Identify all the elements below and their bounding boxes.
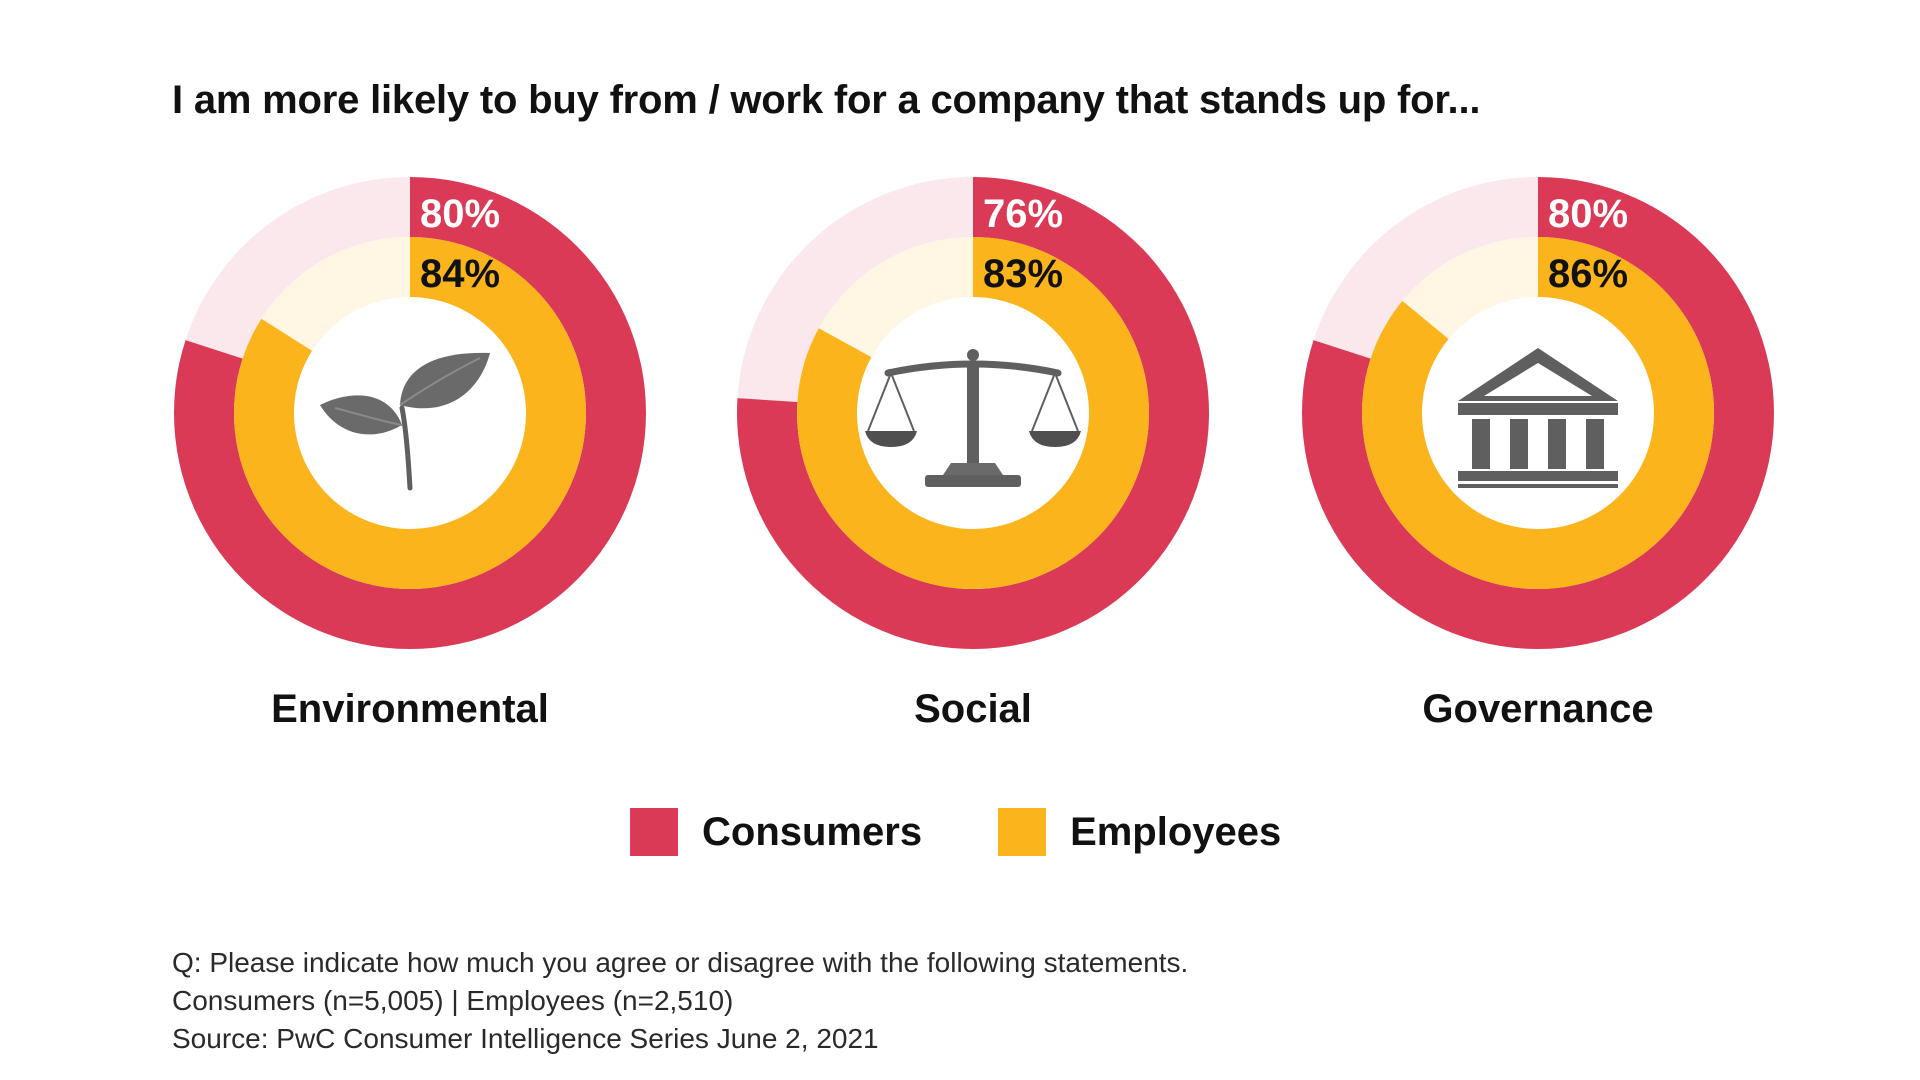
environmental-consumers-remainder-slice (185, 177, 410, 359)
social-consumers-remainder-slice (737, 177, 973, 402)
donut-social: 76% 83% Social (737, 177, 1209, 731)
legend-swatch-employees (998, 808, 1047, 856)
social-consumers-value-label: 76% (983, 192, 1063, 236)
environmental-employees-value-label: 84% (420, 252, 500, 296)
legend-label-employees: Employees (1070, 809, 1282, 854)
governance-consumers-remainder-slice (1313, 177, 1538, 359)
legend-item-employees: Employees (998, 808, 1281, 856)
government-building-icon (1458, 348, 1618, 488)
footnote-source: Source: PwC Consumer Intelligence Series… (172, 1023, 879, 1054)
sprout-icon (320, 353, 490, 488)
footnotes: Q: Please indicate how much you agree or… (172, 944, 1188, 1058)
governance-employees-value-label: 86% (1548, 252, 1628, 296)
footnote-question: Q: Please indicate how much you agree or… (172, 947, 1189, 978)
social-employees-remainder-slice (818, 237, 973, 358)
environmental-consumers-value-label: 80% (420, 192, 500, 236)
footnote-sample: Consumers (n=5,005) | Employees (n=2,510… (172, 985, 734, 1016)
donut-governance: 80% 86% Governance (1302, 177, 1775, 731)
legend-label-consumers: Consumers (702, 809, 923, 854)
category-label-social: Social (914, 687, 1032, 731)
legend-swatch-consumers (630, 808, 678, 856)
social-employees-slice (797, 237, 1149, 590)
governance-consumers-value-label: 80% (1548, 192, 1628, 236)
chart-title: I am more likely to buy from / work for … (172, 78, 1481, 122)
governance-employees-remainder-slice (1402, 237, 1538, 340)
category-label-governance: Governance (1422, 687, 1653, 731)
donut-environmental: 80% 84% Environmental (173, 177, 646, 731)
social-employees-value-label: 83% (983, 252, 1063, 296)
governance-employees-slice (1362, 237, 1714, 589)
environmental-employees-slice (234, 237, 586, 589)
legend: Consumers Employees (630, 808, 1357, 856)
environmental-employees-remainder-slice (261, 237, 410, 351)
scales-of-justice-icon (865, 349, 1081, 487)
legend-item-consumers: Consumers (630, 808, 922, 856)
category-label-environmental: Environmental (271, 687, 549, 731)
